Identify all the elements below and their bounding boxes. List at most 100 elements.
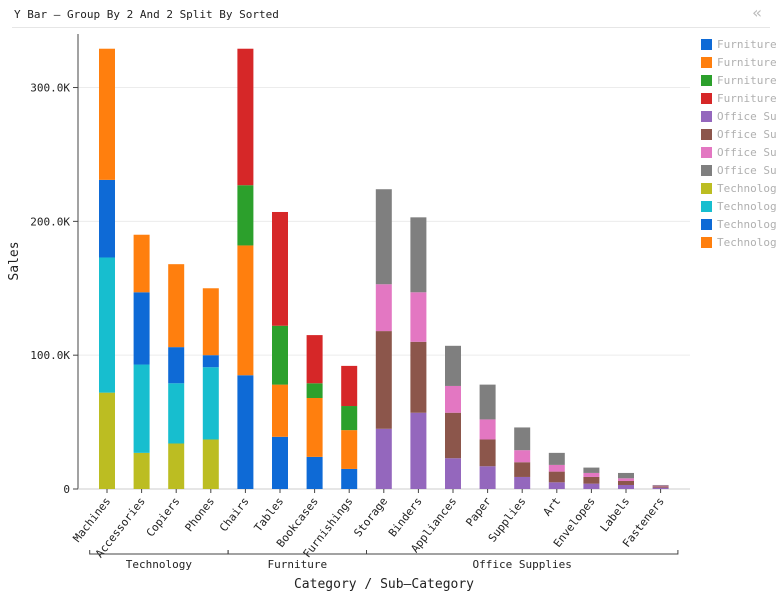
bar-segment bbox=[652, 486, 669, 488]
bar-segment bbox=[548, 482, 565, 489]
bar-segment bbox=[583, 476, 600, 484]
bar-segment bbox=[202, 355, 219, 368]
legend-label: Technology - Copiers bbox=[717, 199, 776, 213]
legend-item[interactable]: Furniture - Chairs bbox=[701, 53, 776, 71]
bar-segment bbox=[237, 48, 254, 186]
legend-swatch bbox=[701, 128, 712, 140]
bar-segment bbox=[514, 450, 531, 463]
bar-segment bbox=[341, 406, 358, 431]
bar-segment bbox=[375, 189, 392, 285]
bar-segment bbox=[272, 384, 288, 437]
x-axis-title: Category / Sub–Category bbox=[294, 577, 474, 592]
bar-segment bbox=[652, 484, 669, 486]
legend-item[interactable]: Office Supplies - Binders bbox=[701, 143, 776, 161]
bar-segment bbox=[652, 485, 669, 487]
bar-segment bbox=[618, 472, 634, 479]
y-tick-label: 100.0K bbox=[30, 349, 70, 362]
legend-item[interactable]: Furniture - Furnishings bbox=[701, 89, 776, 107]
bar-segment bbox=[202, 439, 219, 489]
bar-segment bbox=[375, 331, 392, 429]
bar-segment bbox=[99, 257, 115, 393]
legend-item[interactable]: Office Supplies - Appliances bbox=[701, 107, 776, 125]
bar-segment bbox=[618, 480, 634, 485]
y-tick-label: 300.0K bbox=[30, 82, 70, 95]
bar-segment bbox=[618, 484, 634, 489]
legend-swatch bbox=[701, 38, 712, 50]
legend-swatch bbox=[701, 146, 712, 158]
bar-segment bbox=[341, 468, 358, 489]
legend-label: Furniture - Chairs bbox=[717, 55, 776, 69]
bar-segment bbox=[306, 456, 323, 489]
bar-segment bbox=[237, 185, 254, 246]
bar-segment bbox=[583, 472, 600, 477]
x-tick-label: Paper bbox=[463, 495, 494, 529]
bar-segment bbox=[548, 452, 565, 465]
bar-segment bbox=[479, 384, 496, 420]
legend-swatch bbox=[701, 110, 712, 122]
bar-segment bbox=[168, 383, 185, 444]
legend-swatch bbox=[701, 218, 712, 230]
legend-label: Furniture - Furnishings bbox=[717, 91, 776, 105]
bar-segment bbox=[410, 341, 427, 413]
bar-segment bbox=[341, 365, 358, 407]
y-axis-title: Sales bbox=[7, 241, 22, 280]
y-tick-label: 0 bbox=[63, 483, 70, 496]
bar-segment bbox=[99, 48, 115, 180]
bar-segment bbox=[514, 427, 531, 451]
bar-segment bbox=[306, 335, 323, 384]
legend-item[interactable]: Technology - Phones bbox=[701, 233, 776, 251]
bar-segment bbox=[479, 419, 496, 440]
bar-segment bbox=[341, 430, 358, 469]
bar-segment bbox=[272, 211, 288, 326]
legend-swatch bbox=[701, 236, 712, 248]
x-tick-label: Copiers bbox=[144, 495, 183, 540]
legend-item[interactable]: Furniture - Bookcases bbox=[701, 71, 776, 89]
chart-title: Y Bar – Group By 2 And 2 Split By Sorted bbox=[14, 8, 279, 21]
x-tick-label: Art bbox=[541, 495, 563, 519]
legend-item[interactable]: Technology - Machines bbox=[701, 215, 776, 233]
bar-segment bbox=[410, 292, 427, 342]
legend-swatch bbox=[701, 92, 712, 104]
bar-segment bbox=[618, 478, 634, 481]
legend-swatch bbox=[701, 56, 712, 68]
legend-label: Office Supplies - Art bbox=[717, 127, 776, 141]
bar-segment bbox=[445, 458, 461, 489]
legend-item[interactable]: Technology - Copiers bbox=[701, 197, 776, 215]
legend-item[interactable]: Office Supplies - Art bbox=[701, 125, 776, 143]
bar-segment bbox=[548, 471, 565, 483]
legend: Furniture - Tables Furniture - Chairs Furn… bbox=[701, 35, 776, 251]
bar-segment bbox=[272, 325, 288, 385]
bar-segment bbox=[548, 464, 565, 472]
bar-segment bbox=[652, 487, 669, 489]
bar-segment bbox=[479, 439, 496, 467]
legend-label: Furniture - Bookcases bbox=[717, 73, 776, 87]
legend-item[interactable]: Office Supplies - Envelopes bbox=[701, 161, 776, 179]
bar-segment bbox=[168, 443, 185, 489]
legend-item[interactable]: Technology - Accessories bbox=[701, 179, 776, 197]
bar-segment bbox=[583, 467, 600, 473]
bar-segment bbox=[514, 462, 531, 477]
legend-label: Technology - Machines bbox=[717, 217, 776, 231]
legend-swatch bbox=[701, 164, 712, 176]
bar-segment bbox=[445, 345, 461, 386]
bar-segment bbox=[237, 245, 254, 376]
bar-segment bbox=[375, 428, 392, 489]
legend-swatch bbox=[701, 200, 712, 212]
legend-label: Furniture - Tables bbox=[717, 37, 776, 51]
bar-segment bbox=[445, 412, 461, 459]
bar-segment bbox=[410, 412, 427, 489]
header-divider bbox=[12, 27, 770, 28]
x-tick-label: Chairs bbox=[217, 495, 252, 534]
y-tick-label: 200.0K bbox=[30, 215, 70, 228]
bar-segment bbox=[133, 234, 150, 293]
legend-item[interactable]: Furniture - Tables bbox=[701, 35, 776, 53]
bar-segment bbox=[514, 476, 531, 489]
bar-segment bbox=[99, 179, 115, 258]
legend-label: Technology - Phones bbox=[717, 235, 776, 249]
legend-label: Office Supplies - Envelopes bbox=[717, 163, 776, 177]
bar-segment bbox=[168, 264, 185, 348]
bar-segment bbox=[479, 466, 496, 489]
bar-chart: 0100.0K200.0K300.0KMachinesAccessoriesCo… bbox=[7, 34, 690, 592]
bar-segment bbox=[272, 436, 288, 489]
collapse-icon[interactable]: « bbox=[752, 3, 762, 22]
